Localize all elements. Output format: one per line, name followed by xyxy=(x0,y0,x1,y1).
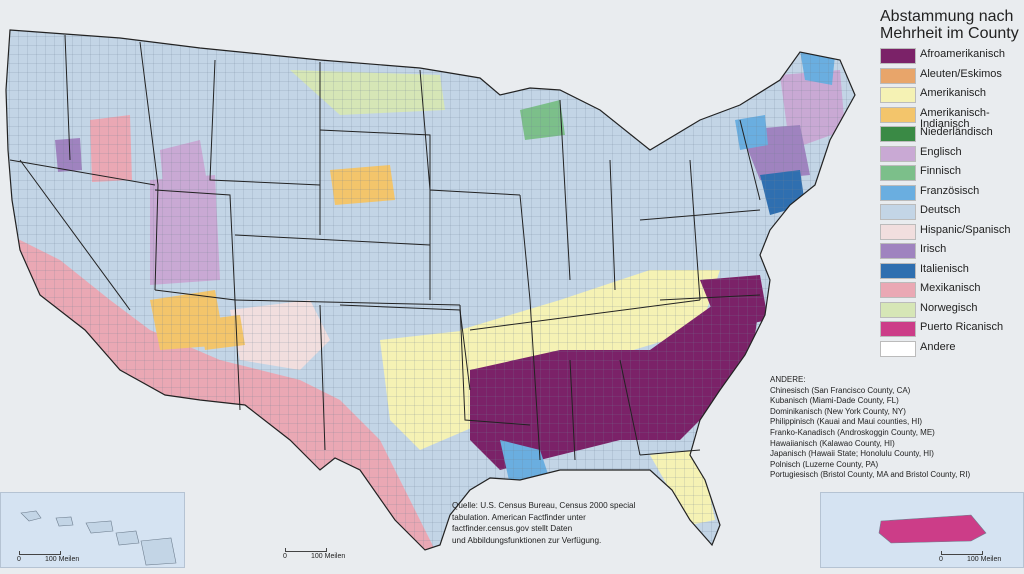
legend-swatch xyxy=(880,126,916,142)
legend-item: Afroamerikanisch xyxy=(880,46,1024,66)
other-ancestry-line: Dominikanisch (New York County, NY) xyxy=(770,406,906,416)
legend-label: Niederländisch xyxy=(920,126,993,138)
legend: Afroamerikanisch Aleuten/Eskimos Amerikani… xyxy=(880,46,1024,358)
legend-item: Aleuten/Eskimos xyxy=(880,66,1024,86)
puerto-rico-island xyxy=(878,514,987,544)
legend-swatch xyxy=(880,301,916,318)
legend-swatch xyxy=(880,243,916,259)
legend-item: Finnisch xyxy=(880,163,1024,183)
legend-title: Abstammung nach Mehrheit im County xyxy=(880,8,1020,42)
scale-label: 100 Meilen xyxy=(311,553,346,560)
other-ancestry-line: Polnisch (Luzerne County, PA) xyxy=(770,459,879,469)
legend-item: Italienisch xyxy=(880,261,1024,281)
legend-item: Mexikanisch xyxy=(880,280,1024,300)
state-borders xyxy=(9,34,761,461)
legend-label: Französisch xyxy=(920,184,980,197)
scale-zero: 0 xyxy=(283,553,287,560)
legend-item: Amerikanisch- Indianisch xyxy=(880,105,1024,129)
legend-label: Englisch xyxy=(920,145,962,158)
legend-label: Italienisch xyxy=(920,262,969,275)
other-ancestry-line: Portugiesisch (Bristol County, MA and Br… xyxy=(770,470,971,480)
legend-label: Irisch xyxy=(920,243,947,255)
legend-swatch xyxy=(880,165,916,181)
legend-swatch xyxy=(880,262,916,279)
scale-zero: 0 xyxy=(939,556,943,563)
legend-item: Niederländisch xyxy=(880,124,1024,144)
legend-swatch xyxy=(880,67,916,84)
legend-item: Französisch xyxy=(880,183,1024,203)
legend-label: Amerikanisch- Indianisch xyxy=(920,106,990,130)
other-ancestry-line: Philippinisch (Kauai and Maui counties, … xyxy=(770,417,923,427)
legend-swatch xyxy=(880,321,916,337)
other-heading: ANDERE: xyxy=(770,375,806,384)
legend-item: Deutsch xyxy=(880,202,1024,222)
legend-item: Hispanic/Spanisch xyxy=(880,222,1024,242)
legend-title-line-1: Abstammung nach xyxy=(880,8,1014,25)
scale-label: 100 Meilen xyxy=(967,556,1002,563)
legend-swatch xyxy=(880,223,916,240)
legend-label: Hispanic/Spanisch xyxy=(920,223,1011,236)
legend-swatch xyxy=(880,184,916,201)
legend-swatch xyxy=(880,87,916,103)
other-ancestry-line: Chinesisch (San Francisco County, CA) xyxy=(770,385,911,395)
source-note: Quelle: U.S. Census Bureau, Census 2000 … xyxy=(452,501,636,545)
legend-label: Andere xyxy=(920,340,956,353)
legend-label: Finnisch xyxy=(920,165,961,177)
legend-label: Amerikanisch xyxy=(920,87,987,99)
puerto-rico-inset: 0 100 Meilen xyxy=(820,492,1024,568)
scale-zero: 0 xyxy=(17,556,21,563)
legend-label: Deutsch xyxy=(920,204,961,216)
legend-item: Englisch xyxy=(880,144,1024,164)
other-ancestry-line: Kubanisch (Miami-Dade County, FL) xyxy=(770,396,899,406)
legend-swatch xyxy=(880,282,916,298)
legend-item: Amerikanisch xyxy=(880,85,1024,105)
hawaii-islands xyxy=(20,510,177,566)
scale-label: 100 Meilen xyxy=(45,556,80,563)
legend-item: Puerto Ricanisch xyxy=(880,319,1024,339)
legend-item: Irisch xyxy=(880,241,1024,261)
legend-label: Aleuten/Eskimos xyxy=(920,67,1002,80)
legend-swatch xyxy=(880,340,916,357)
legend-label: Puerto Ricanisch xyxy=(920,321,1004,333)
legend-swatch xyxy=(880,48,916,64)
legend-title-line-2: Mehrheit im County xyxy=(880,25,1019,42)
hawaii-inset: 0 100 Meilen xyxy=(0,492,185,568)
us-mainland-outline xyxy=(5,29,856,551)
other-ancestry-line: Franko-Kanadisch (Androskoggin County, M… xyxy=(770,427,935,437)
legend-swatch xyxy=(880,145,916,162)
legend-item: Norwegisch xyxy=(880,300,1024,320)
legend-item: Andere xyxy=(880,339,1024,359)
other-ancestry-line: Japanisch (Hawaii State; Honolulu County… xyxy=(770,449,934,459)
legend-swatch xyxy=(880,106,916,123)
legend-swatch xyxy=(880,204,916,220)
other-ancestries-note: ANDERE: Chinesisch (San Francisco County… xyxy=(770,375,1020,481)
legend-label: Norwegisch xyxy=(920,301,978,314)
other-ancestry-line: Hawaiianisch (Kalawao County, HI) xyxy=(770,438,895,448)
legend-label: Mexikanisch xyxy=(920,282,981,294)
legend-label: Afroamerikanisch xyxy=(920,48,1005,60)
